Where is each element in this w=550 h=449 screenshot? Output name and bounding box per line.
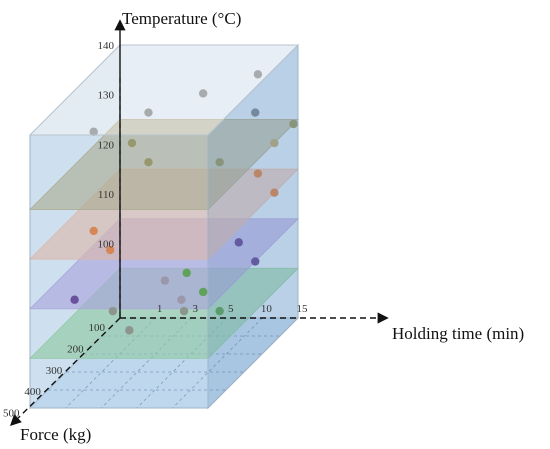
- data-point: [215, 306, 224, 316]
- y-axis-line: [10, 317, 121, 426]
- y-axis-title: Force (kg): [20, 425, 91, 444]
- y-tick-label: 500: [3, 408, 20, 420]
- data-point: [215, 158, 224, 167]
- data-point: [270, 138, 279, 148]
- data-point: [106, 245, 115, 255]
- temperature-planes: [28, 118, 300, 359]
- axes: [10, 19, 389, 426]
- y-tick-label: 400: [24, 386, 41, 398]
- data-point: [253, 70, 263, 79]
- data-point: [144, 158, 153, 167]
- data-point: [198, 89, 208, 98]
- y-tick-label: 300: [46, 365, 63, 377]
- z-tick-label: 140: [98, 40, 115, 52]
- x-tick-label: 1: [157, 303, 163, 315]
- data-point: [144, 108, 153, 117]
- z-tick-label: 110: [98, 189, 115, 201]
- data-point: [160, 276, 170, 285]
- data-point: [177, 295, 186, 304]
- x-tick-label: 3: [192, 303, 198, 315]
- x-tick-label: 10: [261, 303, 273, 315]
- data-point: [234, 238, 243, 247]
- data-point: [89, 127, 98, 136]
- z-tick-label: 120: [98, 139, 115, 151]
- z-axis-title: Temperature (°C): [122, 9, 241, 28]
- data-point: [251, 108, 260, 117]
- data-point: [289, 119, 298, 129]
- box-top-face: [28, 44, 300, 136]
- data-point: [198, 287, 208, 297]
- z-tick-label: 130: [98, 90, 115, 102]
- z-tick-label: 100: [98, 239, 115, 251]
- data-point: [270, 188, 279, 197]
- y-tick-label: 200: [67, 343, 84, 355]
- data-point: [127, 138, 137, 148]
- data-point: [125, 326, 134, 335]
- x-axis-title: Holding time (min): [392, 324, 524, 343]
- data-points: [70, 70, 298, 335]
- data-point: [253, 169, 263, 178]
- data-point: [251, 257, 260, 266]
- data-point: [179, 306, 189, 316]
- x-tick-label: 5: [228, 303, 234, 315]
- data-point: [182, 268, 191, 278]
- tick-labels: 100 110 120 130 140 1 3 5 10 15 100 200 300 400 500: [3, 40, 308, 420]
- data-point: [108, 306, 118, 316]
- box-front-faces: [28, 43, 300, 410]
- x-tick-label: 15: [297, 303, 309, 315]
- data-point: [70, 295, 79, 304]
- data-point: [89, 226, 98, 236]
- y-tick-label: 100: [89, 322, 106, 334]
